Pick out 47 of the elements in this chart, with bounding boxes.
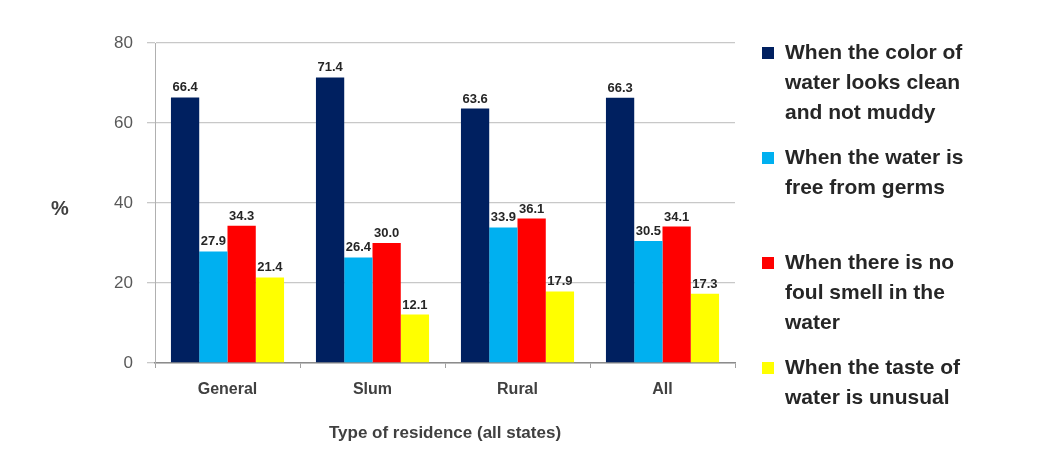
y-tick-label: 0 bbox=[123, 352, 133, 372]
x-tick-label: Rural bbox=[497, 380, 538, 398]
data-label: 17.9 bbox=[547, 273, 573, 289]
data-label: 66.4 bbox=[172, 79, 199, 95]
data-label: 17.3 bbox=[692, 275, 718, 291]
y-axis-title: % bbox=[51, 196, 70, 219]
x-tick-label: Slum bbox=[352, 380, 393, 398]
data-label: 21.4 bbox=[257, 259, 284, 275]
data-label: 66.3 bbox=[607, 79, 633, 95]
data-label: 34.3 bbox=[228, 207, 255, 223]
y-tick-label: 80 bbox=[114, 32, 133, 52]
x-axis-title: Type of residence (all states) bbox=[328, 423, 562, 443]
bar bbox=[199, 251, 228, 363]
bar bbox=[315, 77, 345, 363]
legend-label: When the taste of water is unusual bbox=[784, 354, 962, 408]
bar bbox=[227, 225, 256, 363]
data-label: 12.1 bbox=[402, 296, 428, 312]
bar bbox=[605, 97, 635, 363]
data-label: 26.4 bbox=[345, 239, 372, 255]
bar bbox=[372, 243, 401, 363]
bar bbox=[545, 291, 575, 363]
bar bbox=[170, 97, 200, 363]
bar bbox=[634, 241, 663, 363]
data-label: 30.0 bbox=[373, 225, 400, 241]
y-tick-label: 20 bbox=[114, 272, 133, 292]
bar bbox=[400, 314, 430, 363]
data-label: 63.6 bbox=[462, 90, 488, 106]
x-tick-label: All bbox=[652, 380, 673, 398]
bar bbox=[690, 293, 720, 363]
data-label: 71.4 bbox=[317, 59, 344, 75]
data-label: 34.1 bbox=[663, 208, 690, 224]
legend-label: When there is no foul smell in the water bbox=[784, 249, 955, 333]
bar bbox=[344, 257, 373, 363]
legend-label: When the water is free from germs bbox=[785, 144, 964, 198]
bar bbox=[517, 218, 546, 363]
y-tick-label: 60 bbox=[114, 112, 133, 132]
bar bbox=[489, 227, 518, 363]
data-label: 30.5 bbox=[635, 223, 662, 239]
bar bbox=[255, 277, 285, 363]
data-label: 27.9 bbox=[200, 233, 227, 249]
x-tick-label: General bbox=[197, 380, 258, 398]
y-tick-label: 40 bbox=[114, 192, 133, 212]
data-label: 36.1 bbox=[518, 200, 545, 216]
bar bbox=[662, 226, 691, 363]
legend-label: When the color of water looks clean and not muddy bbox=[784, 39, 964, 123]
data-label: 33.9 bbox=[490, 209, 517, 225]
bar bbox=[460, 108, 490, 363]
